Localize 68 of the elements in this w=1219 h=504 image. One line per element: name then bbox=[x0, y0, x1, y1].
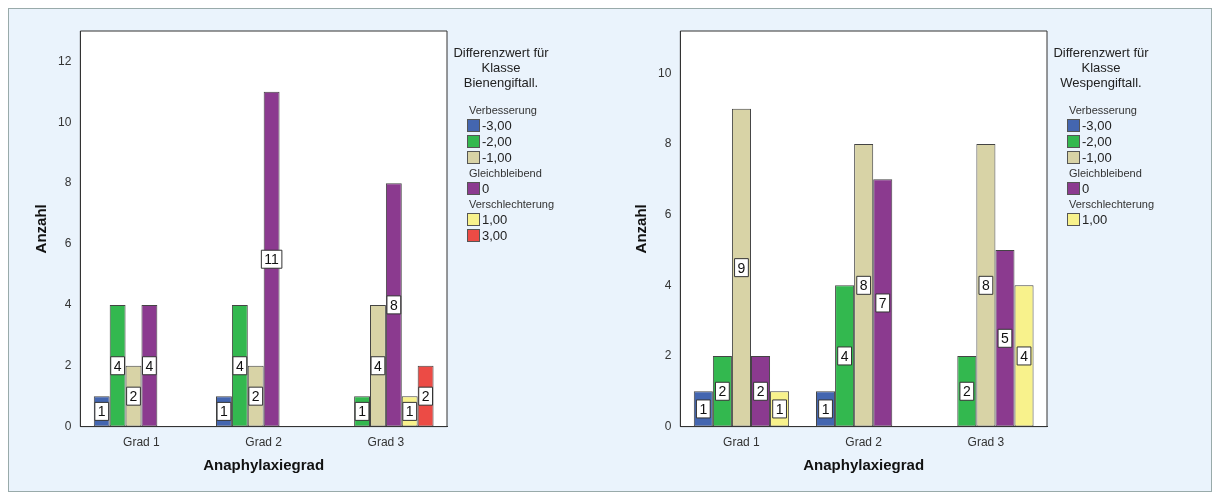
x-tick-label: Grad 3 bbox=[367, 435, 405, 450]
y-tick-label: 8 bbox=[64, 175, 72, 190]
legend-label: -3,00 bbox=[482, 117, 512, 133]
data-label: 4 bbox=[145, 357, 154, 374]
data-label: 9 bbox=[737, 259, 746, 276]
y-tick-label: 6 bbox=[664, 206, 672, 221]
data-label: 4 bbox=[840, 347, 849, 364]
text: Verbesserung bbox=[469, 104, 538, 116]
legend-label: 0 bbox=[1082, 180, 1090, 196]
data-label: 2 bbox=[756, 383, 765, 400]
x-axis-title: Anaphylaxiegrad bbox=[803, 456, 925, 474]
data-label: 11 bbox=[264, 251, 280, 268]
data-label: 8 bbox=[981, 277, 990, 294]
data-label: 1 bbox=[358, 403, 367, 420]
legend-label: -2,00 bbox=[1082, 133, 1112, 149]
legend-label: -3,00 bbox=[1082, 117, 1112, 133]
legend-label: -2,00 bbox=[482, 133, 512, 149]
data-label: 1 bbox=[220, 403, 229, 420]
y-tick-label: 2 bbox=[664, 348, 672, 363]
y-tick-label: 8 bbox=[664, 136, 672, 151]
data-label: 8 bbox=[389, 296, 398, 313]
legend-label: 3,00 bbox=[482, 227, 508, 243]
legend-label: 1,00 bbox=[1082, 211, 1108, 227]
x-tick-label: Grad 2 bbox=[845, 435, 883, 450]
data-label: 1 bbox=[97, 403, 106, 420]
x-tick-label: Grad 1 bbox=[123, 435, 161, 450]
data-label: 4 bbox=[113, 357, 122, 374]
x-tick-label: Grad 2 bbox=[245, 435, 283, 450]
y-axis-title: Anzahl bbox=[632, 204, 650, 254]
x-tick-label: Grad 1 bbox=[723, 435, 761, 450]
legend-label: 1,00 bbox=[482, 211, 508, 227]
data-label: 8 bbox=[859, 277, 868, 294]
data-label: 1 bbox=[821, 400, 830, 417]
data-label: 2 bbox=[251, 388, 260, 405]
legend-label: -1,00 bbox=[1082, 149, 1112, 165]
data-label: 4 bbox=[1020, 347, 1029, 364]
legend-title: Differenzwert für Klasse Wespengiftall. bbox=[1052, 45, 1150, 90]
y-tick-label: 10 bbox=[657, 65, 672, 80]
y-tick-label: 0 bbox=[64, 418, 72, 433]
y-tick-label: 2 bbox=[64, 358, 72, 373]
data-label: 5 bbox=[1001, 330, 1010, 347]
y-tick-label: 6 bbox=[64, 236, 72, 251]
text: Verschlechterung bbox=[1069, 198, 1154, 210]
data-label: 2 bbox=[718, 383, 727, 400]
data-label: 2 bbox=[129, 388, 138, 405]
legend-label: 0 bbox=[482, 180, 490, 196]
text: Verbesserung bbox=[1069, 104, 1138, 116]
y-axis-title: Anzahl bbox=[32, 204, 50, 254]
text: Gleichbleibend bbox=[1069, 167, 1143, 179]
y-tick-label: 4 bbox=[64, 297, 72, 312]
data-label: 4 bbox=[374, 357, 383, 374]
y-tick-label: 0 bbox=[664, 418, 672, 433]
x-axis-title: Anaphylaxiegrad bbox=[203, 456, 325, 474]
y-tick-label: 4 bbox=[664, 277, 672, 292]
data-label: 1 bbox=[775, 400, 784, 417]
text: Verschlechterung bbox=[469, 198, 554, 210]
data-label: 1 bbox=[405, 403, 414, 420]
data-label: 7 bbox=[878, 294, 887, 311]
legend-title: Differenzwert für Klasse Bienengiftall. bbox=[452, 45, 550, 90]
data-label: 1 bbox=[699, 400, 708, 417]
y-tick-label: 12 bbox=[57, 53, 72, 68]
data-label: 2 bbox=[421, 388, 430, 405]
data-label: 4 bbox=[235, 357, 244, 374]
legend-label: -1,00 bbox=[482, 149, 512, 165]
x-tick-label: Grad 3 bbox=[967, 435, 1005, 450]
data-label: 2 bbox=[962, 383, 971, 400]
text: Gleichbleibend bbox=[469, 167, 543, 179]
y-tick-label: 10 bbox=[57, 114, 72, 129]
